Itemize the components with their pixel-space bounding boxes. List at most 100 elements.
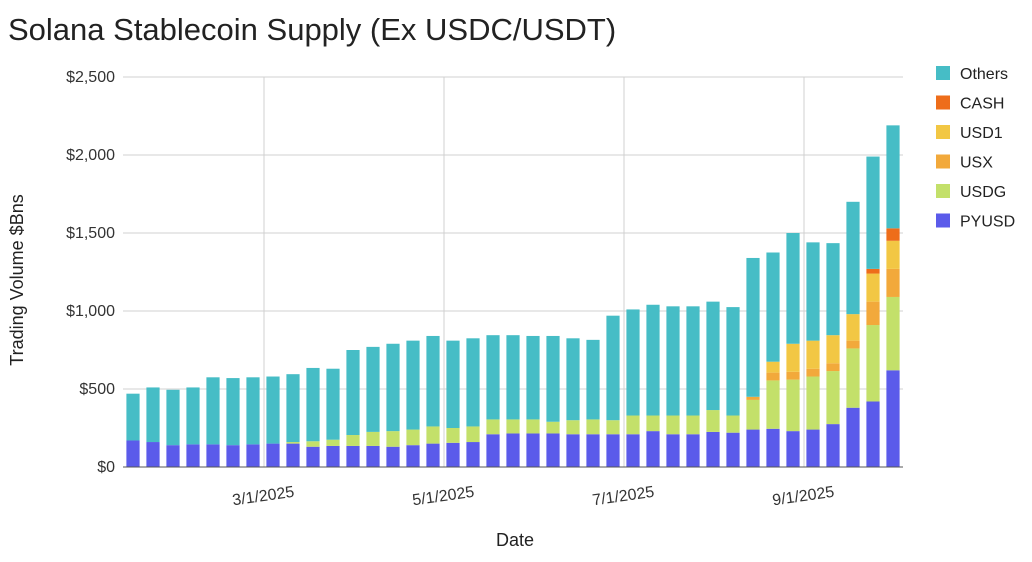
x-axis-label: Date [496,530,534,550]
bar-segment-pyusd [186,444,200,467]
bar-segment-pyusd [746,429,760,467]
bar-segment-pyusd [386,446,400,467]
bar-segment-others [166,389,180,446]
bar-segment-pyusd [606,434,620,467]
bar-segment-cash [886,228,900,241]
bar-segment-pyusd [826,424,840,467]
bar-segment-pyusd [226,445,240,467]
legend-label-usx: USX [960,155,993,172]
bar-segment-usdg [886,296,900,371]
bar-segment-others [366,346,380,432]
legend-label-usd1: USD1 [960,125,1003,142]
bar-segment-usdg [406,429,420,446]
bar-segment-usd1 [806,340,820,369]
legend-swatch-usdg [936,184,950,198]
bar-segment-others [466,338,480,427]
bar-segment-pyusd [206,444,220,467]
bar-segment-others [386,343,400,432]
bar-segment-usdg [486,419,500,435]
y-tick-label: $2,500 [66,69,115,86]
bar-segment-others [546,335,560,422]
bar-segment-others [206,377,220,445]
legend-swatch-others [936,66,950,80]
bar-segment-usdg [366,431,380,446]
bar-segment-others [866,156,880,269]
bar-segment-pyusd [666,434,680,467]
bar-segment-pyusd [726,432,740,467]
bar-segment-pyusd [786,431,800,467]
bar-segment-others [486,335,500,420]
bar-segment-usdg [466,426,480,443]
bar-segment-usdg [866,325,880,402]
bar-segment-pyusd [146,442,160,467]
bar-segment-usdg [586,419,600,435]
bar-segment-others [846,201,860,315]
bar-segment-usdg [446,428,460,443]
bar-segment-pyusd [486,434,500,467]
bar-segment-others [446,340,460,428]
legend-swatch-pyusd [936,213,950,228]
bar-segment-usdg [646,415,660,432]
bar-segment-usd1 [826,335,840,364]
bar-segment-usx [746,396,760,400]
bar-segment-usx [806,368,820,377]
bar-segment-others [246,377,260,445]
y-tick-label: $500 [79,381,115,398]
bar-segment-pyusd [646,431,660,467]
bar-segment-pyusd [366,445,380,467]
bar-segment-usdg [666,415,680,435]
bar-segment-pyusd [126,440,140,467]
bar-segment-others [586,339,600,420]
bar-segment-others [826,243,840,336]
legend: Others CASH USD1 USX USDG PYUSD [936,66,1015,231]
bar-segment-usdg [726,415,740,433]
bar-segment-usdg [686,415,700,435]
bar-segment-others [186,387,200,445]
bar-segment-pyusd [246,444,260,467]
bar-segment-pyusd [846,407,860,467]
bar-segment-others [766,252,780,362]
x-tick-label: 3/1/2025 [231,484,295,510]
bar-segment-pyusd [626,434,640,467]
bar-segment-pyusd [426,443,440,467]
bar-segment-others [506,335,520,420]
legend-swatch-usd1 [936,125,950,139]
legend-label-cash: CASH [960,96,1004,113]
bar-segment-usx [866,301,880,326]
bar-segment-usd1 [766,361,780,373]
bar-segment-pyusd [866,401,880,467]
bar-segment-usdg [746,399,760,430]
bar-segment-others [686,306,700,416]
y-axis-label: Trading Volume $Bns [7,194,27,365]
legend-label-others: Others [960,66,1008,83]
bar-segment-others [286,374,300,443]
bar-segment-pyusd [286,443,300,467]
bar-segment-pyusd [446,442,460,467]
bar-segment-pyusd [506,433,520,467]
bar-segment-pyusd [686,434,700,467]
bar-segment-others [886,125,900,229]
bar-segment-pyusd [706,431,720,467]
bar-segment-usd1 [846,314,860,341]
bar-segment-usdg [826,371,840,425]
bar-segment-others [726,307,740,416]
bar-segment-pyusd [526,433,540,467]
bar-segment-pyusd [546,433,560,467]
bar-segment-usd1 [886,240,900,269]
bar-segment-pyusd [806,429,820,467]
bar-segment-others [806,242,820,341]
bar-segment-pyusd [586,434,600,467]
bar-segment-usdg [326,439,340,446]
bar-segment-usx [826,363,840,372]
x-tick-label: 7/1/2025 [591,484,655,510]
y-tick-label: $2,000 [66,147,115,164]
bar-segment-others [306,367,320,442]
legend-label-usdg: USDG [960,184,1006,201]
bar-segment-pyusd [306,446,320,467]
bar-segment-pyusd [886,370,900,467]
bar-segment-others [406,340,420,430]
bar-segment-usdg [286,442,300,444]
bar-segment-others [126,393,140,441]
bar-segment-usdg [306,441,320,447]
